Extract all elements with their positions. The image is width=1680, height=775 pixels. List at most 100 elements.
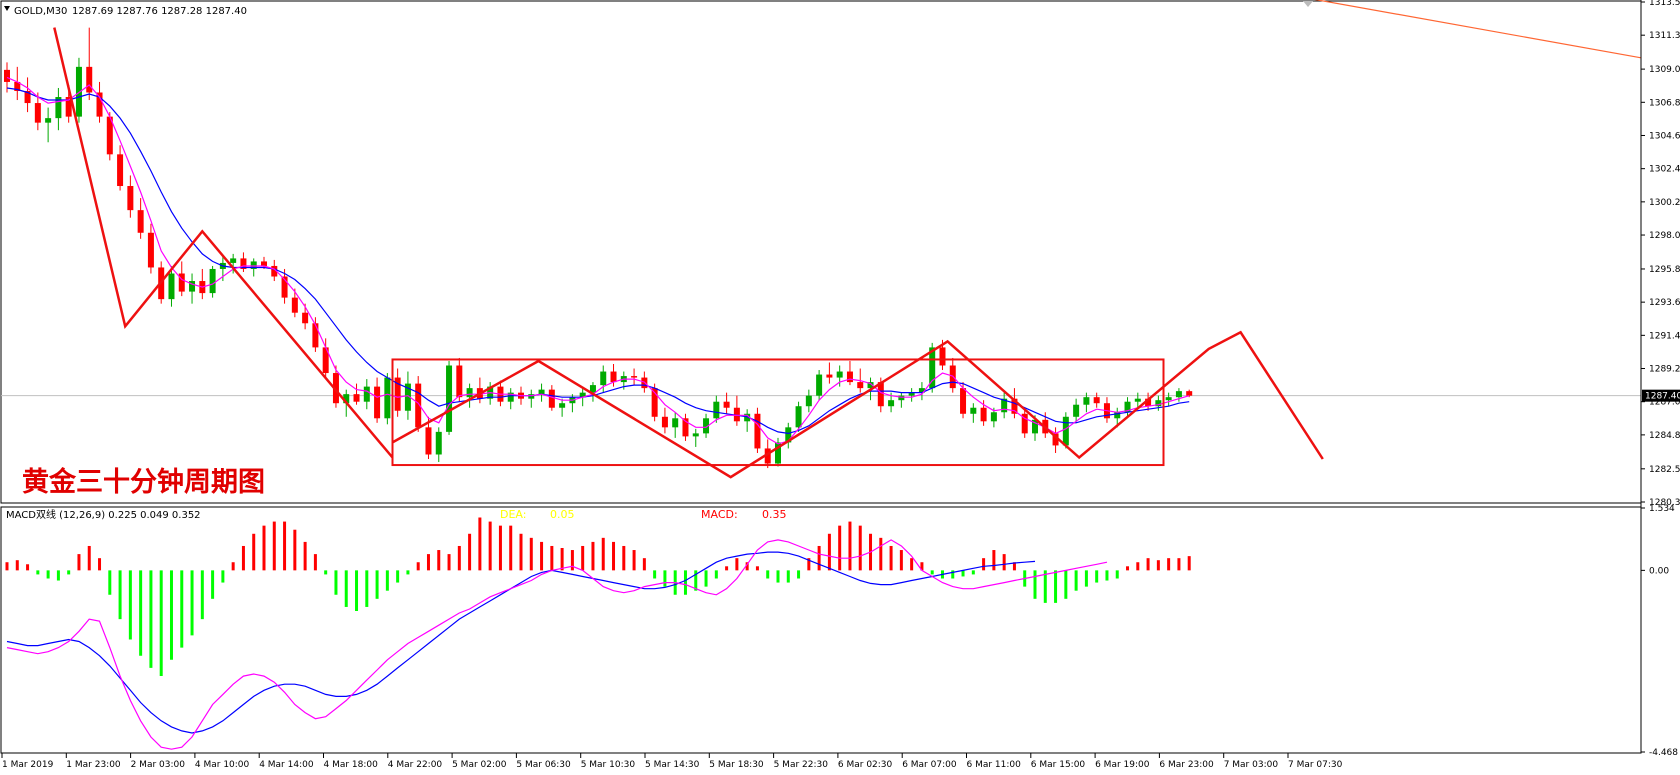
candle-body (795, 406, 802, 428)
macd-indicator-label: MACD双线 (12,26,9) 0.225 0.049 0.352 (6, 508, 201, 521)
candle-body (1155, 400, 1162, 407)
candle-body (651, 388, 658, 417)
time-tick-label: 4 Mar 14:00 (259, 760, 314, 770)
candle-body (1134, 398, 1141, 402)
candle-body (127, 186, 134, 211)
price-tick-label: 1309.05 (1649, 65, 1680, 75)
candle-body (14, 81, 21, 91)
wave-projection-annotation[interactable] (391, 330, 1324, 479)
candle-body (363, 386, 370, 402)
time-tick-label: 7 Mar 03:00 (1224, 760, 1279, 770)
candle-body (456, 365, 463, 398)
candle-body (55, 97, 62, 119)
macd-tick-label: 0.00 (1649, 566, 1669, 576)
price-tick-label: 1295.80 (1649, 265, 1680, 275)
marker-triangle-icon (1303, 1, 1313, 7)
candle-body (45, 118, 52, 123)
moving-averages (6, 76, 1190, 445)
candle-body (929, 347, 936, 389)
candle-body (733, 407, 740, 422)
candle-body (672, 418, 679, 428)
macd-main-line (6, 539, 1108, 750)
candle-body (250, 261, 257, 269)
price-tick-label: 1280.35 (1649, 498, 1680, 508)
ohlc-readout: 1287.69 1287.76 1287.28 1287.40 (72, 6, 247, 17)
macd-label: MACD: (701, 508, 738, 521)
candle-body (846, 371, 853, 383)
candle-body (281, 276, 288, 298)
candle-body (528, 394, 535, 399)
candle-body (538, 389, 545, 395)
candle-body (980, 407, 987, 422)
price-tick-label: 1300.25 (1649, 198, 1680, 208)
macd-signal-line (6, 551, 1036, 734)
price-tick-label: 1298.05 (1649, 231, 1680, 241)
candle-body (805, 395, 812, 407)
time-tick-label: 1 Mar 2019 (2, 760, 54, 770)
candle-body (1145, 398, 1152, 407)
candle-body (65, 97, 72, 117)
price-tick-label: 1306.85 (1649, 98, 1680, 108)
candle-body (446, 365, 453, 432)
trend-line[interactable] (1262, 0, 1642, 59)
macd-lines (6, 539, 1108, 750)
candle-body (96, 92, 103, 117)
candle-body (559, 403, 566, 408)
time-tick-label: 6 Mar 23:00 (1159, 760, 1214, 770)
candle-body (785, 427, 792, 443)
candle-body (631, 376, 638, 378)
time-tick-label: 5 Mar 14:30 (645, 760, 700, 770)
macd-tick-label: 1.534 (1649, 504, 1675, 514)
candle-body (1011, 398, 1018, 414)
current-price-badge (1642, 389, 1680, 402)
time-tick-label: 4 Mar 18:00 (324, 760, 379, 770)
price-tick-label: 1291.40 (1649, 331, 1680, 341)
time-tick-label: 6 Mar 19:00 (1095, 760, 1150, 770)
range-box-annotation[interactable] (391, 358, 1165, 467)
time-tick-label: 5 Mar 18:30 (709, 760, 764, 770)
price-tick-label: 1284.80 (1649, 431, 1680, 441)
triangle-down-icon (4, 6, 10, 11)
candle-body (4, 69, 10, 82)
candle-body (589, 385, 596, 393)
candle-body (960, 388, 967, 414)
candle-body (970, 407, 977, 414)
candle-body (1062, 416, 1069, 446)
price-tick-label: 1304.65 (1649, 131, 1680, 141)
candle-body (857, 382, 864, 389)
candle-body (775, 442, 781, 464)
time-tick-label: 6 Mar 15:00 (1031, 760, 1086, 770)
candle-body (1052, 433, 1059, 446)
candle-body (404, 383, 411, 411)
candle-body (898, 395, 905, 401)
time-tick-label: 5 Mar 06:30 (516, 760, 571, 770)
time-tick-label: 6 Mar 07:00 (902, 760, 957, 770)
candle-body (918, 388, 925, 393)
candle-body (1073, 404, 1080, 417)
candle-body (548, 389, 555, 408)
candle-body (86, 66, 93, 93)
candle-body (209, 268, 216, 294)
candle-body (888, 400, 895, 407)
candle-body (1021, 413, 1028, 434)
candle-body (867, 382, 874, 389)
pattern-annotations[interactable] (53, 27, 1324, 479)
candle-body (322, 347, 329, 374)
ma-fast-line (6, 76, 1190, 445)
candle-body (744, 413, 751, 422)
dea-label: DEA: (500, 508, 526, 521)
trend-line-segment[interactable] (1262, 0, 1642, 59)
candle-body (34, 103, 41, 123)
candle-body (1114, 412, 1121, 419)
candle-body (661, 416, 668, 428)
candle-body (178, 273, 185, 292)
price-axis: 1313.50 1311.30 1309.05 1306.85 1304.65 1302.… (1640, 0, 1680, 753)
candle-body (425, 427, 432, 455)
zigzag-annotation[interactable] (53, 27, 394, 459)
time-tick-label: 5 Mar 10:30 (581, 760, 636, 770)
candle-body (1124, 401, 1131, 413)
macd-tick-label: -4.468 (1649, 748, 1678, 758)
candle-body (240, 258, 247, 269)
